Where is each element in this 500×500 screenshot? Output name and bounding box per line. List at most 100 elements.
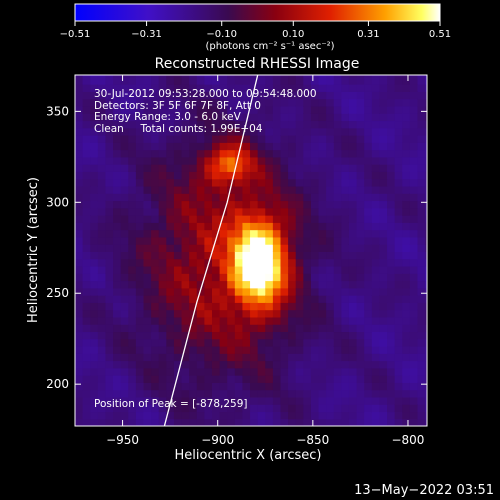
heatmap-cell [402,200,411,209]
heatmap-cell [333,229,342,238]
heatmap-cell [120,251,129,260]
y-tick-label: 200 [46,377,69,391]
heatmap-cell [356,396,365,405]
heatmap-cell [341,75,350,78]
heatmap-cell [242,316,251,325]
heatmap-cell [151,375,160,383]
heatmap-cell [303,302,312,311]
heatmap-cell [143,236,152,245]
heatmap-cell [143,251,152,260]
heatmap-cell [158,75,167,78]
heatmap-cell [303,367,312,376]
heatmap-cell [234,76,244,85]
heatmap-cell [204,127,213,136]
heatmap-cell [402,156,411,165]
heatmap-cell [295,418,304,426]
heatmap-cell [310,265,320,274]
heatmap-cell [409,382,419,391]
heatmap-cell [90,382,99,391]
heatmap-cell [196,76,205,85]
heatmap-cell [250,76,259,85]
heatmap-cell [143,229,152,238]
heatmap-cell [341,178,350,187]
heatmap-cell [318,389,327,398]
heatmap-cell [303,171,312,180]
heatmap-cell [417,149,426,158]
heatmap-cell [379,76,388,85]
heatmap-cell [379,280,388,289]
heatmap-cell [257,309,266,318]
heatmap-cell [379,411,388,420]
heatmap-cell [379,273,388,282]
heatmap-cell [219,156,228,165]
heatmap-cell [250,236,259,245]
heatmap-cell [211,324,221,333]
heatmap-cell [425,295,427,303]
heatmap-cell [394,185,403,194]
heatmap-cell [90,309,99,318]
heatmap-cell [250,258,259,267]
heatmap-cell [75,251,84,260]
heatmap-cell [196,331,205,340]
heatmap-cell [143,75,152,78]
heatmap-cell [402,113,411,122]
heatmap-cell [394,200,403,209]
heatmap-cell [219,105,228,114]
heatmap-cell [417,215,426,223]
heatmap-cell [341,120,350,129]
heatmap-cell [135,302,145,311]
heatmap-cell [234,156,244,165]
heatmap-cell [402,316,411,325]
heatmap-cell [204,382,213,391]
heatmap-cell [120,331,129,340]
heatmap-cell [326,360,335,369]
heatmap-cell [250,113,259,122]
heatmap-cell [105,258,114,267]
heatmap-cell [211,375,221,383]
heatmap-cell [310,273,320,282]
heatmap-cell [90,185,99,194]
heatmap-cell [402,215,411,223]
heatmap-cell [219,91,228,100]
heatmap-cell [326,404,335,413]
heatmap-cell [348,273,358,282]
heatmap-cell [113,280,122,289]
heatmap-cell [425,411,427,420]
heatmap-cell [211,338,221,347]
heatmap-cell [97,113,107,122]
heatmap-cell [151,411,160,420]
heatmap-cell [272,149,282,158]
heatmap-cell [348,171,358,180]
heatmap-cell [295,338,304,347]
heatmap-cell [181,287,190,296]
heatmap-cell [181,229,190,238]
heatmap-cell [364,171,373,180]
heatmap-cell [257,142,266,151]
heatmap-cell [166,98,175,107]
heatmap-cell [90,171,99,180]
heatmap-cell [425,280,427,289]
heatmap-cell [371,207,381,216]
heatmap-cell [143,375,152,383]
heatmap-cell [280,207,289,216]
heatmap-cell [295,229,304,238]
heatmap-cell [356,265,365,274]
heatmap-cell [295,345,304,354]
heatmap-cell [288,244,297,252]
heatmap-cell [272,185,282,194]
heatmap-cell [105,222,114,231]
heatmap-cell [272,375,282,383]
peak-position-label: Position of Peak = [-878,259] [94,398,248,410]
heatmap-cell [310,244,320,252]
heatmap-cell [348,236,358,245]
heatmap-cell [173,331,183,340]
heatmap-cell [204,207,213,216]
heatmap-cell [97,345,107,354]
heatmap-cell [333,273,342,282]
heatmap-cell [189,316,198,325]
heatmap-cell [379,164,388,172]
heatmap-cell [364,258,373,267]
heatmap-cell [181,113,190,122]
heatmap-cell [97,105,107,114]
heatmap-cell [409,244,419,252]
